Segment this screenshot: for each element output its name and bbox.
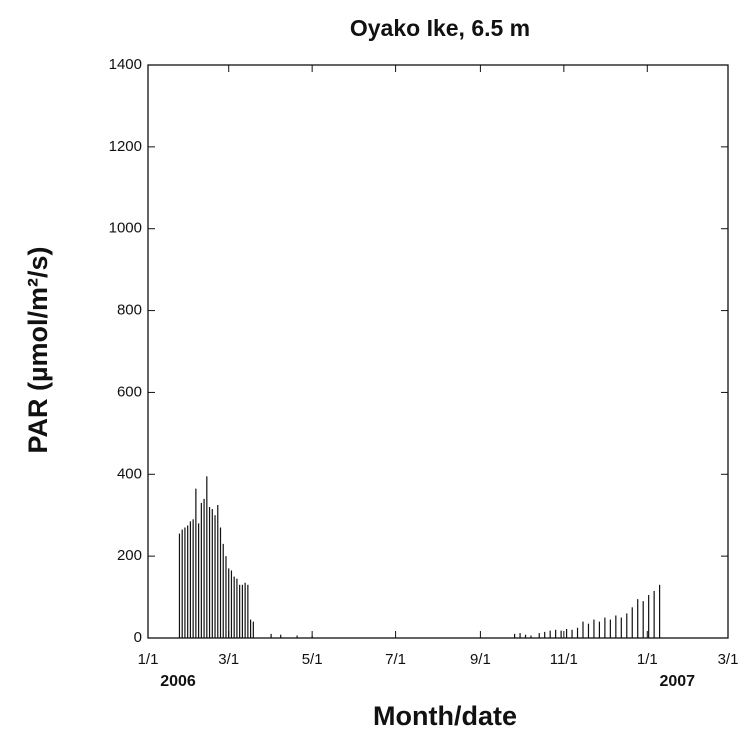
- bar: [219, 527, 222, 638]
- bar: [270, 633, 272, 638]
- bar: [593, 619, 595, 638]
- y-tick-label: 1200: [109, 138, 142, 155]
- bar: [187, 525, 189, 638]
- bar: [280, 634, 282, 638]
- bar: [530, 635, 532, 638]
- bar: [178, 533, 181, 638]
- bar: [576, 627, 579, 638]
- bar: [181, 529, 183, 638]
- bar: [195, 488, 197, 638]
- bar: [222, 543, 224, 638]
- x-tick-label: 7/1: [385, 651, 406, 668]
- bar: [524, 634, 527, 638]
- x-tick-label: 1/1: [138, 651, 159, 668]
- bar: [211, 509, 213, 638]
- y-tick-label: 1000: [109, 220, 142, 237]
- bar: [241, 584, 243, 638]
- bar: [208, 507, 211, 638]
- bar: [598, 621, 601, 638]
- bar: [203, 498, 205, 638]
- bar: [555, 629, 557, 638]
- bar: [626, 613, 628, 638]
- x-axis-label: Month/date: [373, 701, 517, 731]
- bar: [239, 584, 241, 638]
- bar: [244, 582, 246, 638]
- bar: [642, 601, 644, 638]
- x-tick-label: 3/1: [218, 651, 239, 668]
- bar: [247, 584, 249, 638]
- bar: [206, 476, 208, 638]
- bar: [659, 584, 661, 638]
- bar: [228, 568, 230, 638]
- bar: [615, 615, 617, 638]
- bar: [637, 599, 639, 638]
- y-tick-label: 800: [117, 302, 142, 319]
- x-tick-label: 5/1: [302, 651, 323, 668]
- y-tick-label: 0: [134, 629, 142, 646]
- year-label: 2006: [160, 673, 196, 690]
- year-label: 2007: [659, 673, 695, 690]
- bar: [252, 621, 254, 638]
- bar: [192, 519, 194, 638]
- y-axis-label: PAR (µmol/m²/s): [23, 246, 53, 453]
- bar: [189, 521, 192, 638]
- bar: [648, 595, 650, 638]
- x-tick-label: 1/1: [637, 651, 658, 668]
- bar: [214, 515, 216, 638]
- bar: [225, 556, 227, 638]
- bar: [549, 630, 551, 638]
- bar: [620, 617, 622, 638]
- bar: [604, 617, 606, 638]
- bar: [233, 576, 235, 638]
- bar: [249, 619, 252, 638]
- bar: [519, 633, 521, 638]
- bar: [609, 619, 611, 638]
- bar: [514, 633, 516, 638]
- bar: [184, 527, 186, 638]
- y-tick-label: 1400: [109, 56, 142, 73]
- bar: [653, 590, 655, 638]
- x-tick-label: 11/1: [550, 651, 578, 668]
- y-tick-label: 200: [117, 547, 142, 564]
- chart-title: Oyako Ike, 6.5 m: [350, 15, 530, 41]
- bar: [565, 628, 568, 638]
- bar: [217, 504, 219, 638]
- bar: [296, 635, 298, 638]
- bar: [631, 607, 633, 638]
- x-tick-label: 9/1: [470, 651, 491, 668]
- bar: [200, 502, 202, 638]
- bar: [544, 631, 546, 638]
- bar: [198, 523, 200, 638]
- bar: [230, 570, 233, 638]
- bar: [560, 630, 562, 638]
- bar: [538, 633, 540, 638]
- plot-frame: [147, 64, 729, 639]
- y-tick-label: 400: [117, 465, 142, 482]
- bar: [311, 635, 313, 638]
- y-tick-label: 600: [117, 383, 142, 400]
- bar: [587, 623, 590, 638]
- x-tick-label: 3/1: [718, 651, 739, 668]
- bar: [236, 578, 238, 638]
- bar: [571, 629, 573, 638]
- bar: [582, 621, 584, 638]
